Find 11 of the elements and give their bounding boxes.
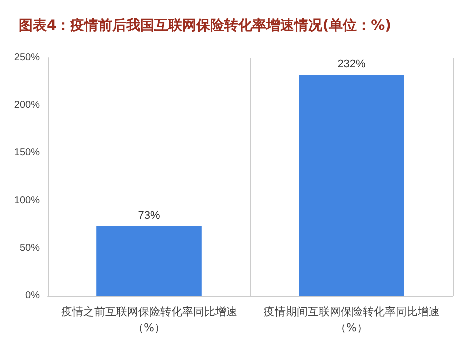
x-tick-label: 疫情之前互联网保险转化率同比增速（%） bbox=[61, 306, 238, 334]
chart-title: 图表4：疫情前后我国互联网保险转化率增速情况(单位：%) bbox=[19, 17, 392, 34]
data-label: 232% bbox=[338, 58, 366, 71]
x-tick-label: 疫情期间互联网保险转化率同比增速（%） bbox=[264, 306, 440, 334]
y-tick-label: 100% bbox=[14, 195, 40, 206]
y-tick-label: 50% bbox=[20, 242, 40, 254]
y-tick-label: 0% bbox=[26, 290, 40, 302]
y-tick-label: 200% bbox=[14, 100, 40, 112]
data-label: 73% bbox=[138, 210, 160, 222]
y-tick-label: 250% bbox=[14, 52, 40, 64]
y-tick-label: 150% bbox=[14, 148, 40, 159]
